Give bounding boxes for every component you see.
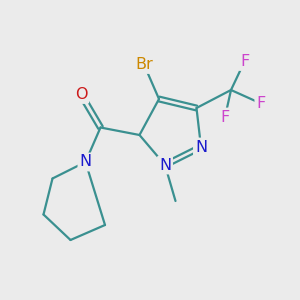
- Text: N: N: [159, 158, 171, 172]
- Text: N: N: [80, 154, 92, 169]
- Text: Br: Br: [135, 57, 153, 72]
- Text: O: O: [75, 87, 87, 102]
- Text: N: N: [195, 140, 207, 154]
- Text: F: F: [220, 110, 230, 124]
- Text: F: F: [240, 54, 249, 69]
- Text: F: F: [256, 96, 266, 111]
